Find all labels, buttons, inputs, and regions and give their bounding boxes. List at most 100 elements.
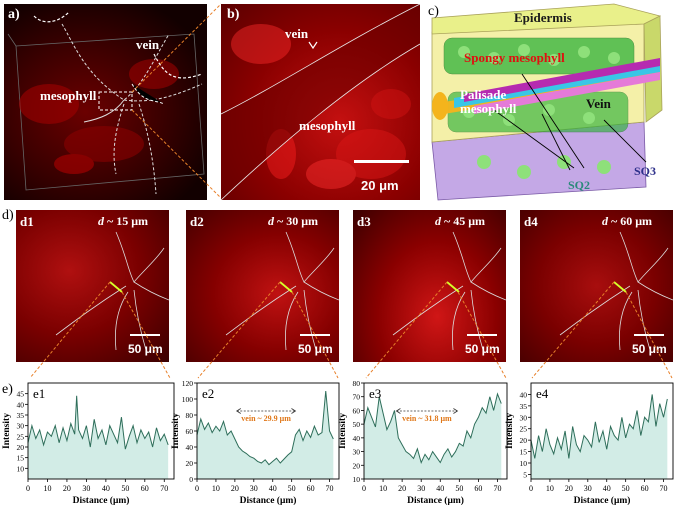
y-tick-label: 15	[520, 448, 528, 457]
chart-e3-arrow-right	[453, 408, 459, 414]
panel-c-schematic: c) Epidermis Spongy mesophyll Palisade m…	[424, 2, 673, 202]
chart-e2-arrow-left	[236, 408, 241, 414]
x-tick-label: 10	[546, 484, 554, 493]
y-tick-label: 5	[523, 470, 527, 479]
chart-e2-line	[196, 390, 334, 466]
panel-d2-image: d2 d ~ 30 μm 50 μm	[186, 210, 339, 362]
x-tick-label: 60	[141, 484, 149, 493]
chart-e2-area	[197, 391, 334, 479]
x-tick-label: 30	[82, 484, 90, 493]
chart-e1-frame	[27, 382, 175, 480]
y-tick-label: 45	[17, 390, 25, 399]
y-tick-label: 100	[182, 395, 194, 404]
chart-e3-xlabel: Distance (μm)	[407, 495, 464, 506]
chart-e3-area	[364, 393, 502, 479]
chart-e4-frame	[530, 382, 674, 480]
panel-d2-vein-outline	[225, 231, 339, 351]
panel-d1-image: d1 d ~ 15 μm 50 μm	[16, 210, 169, 362]
x-tick-label: 40	[102, 484, 110, 493]
y-tick-label: 10	[353, 475, 361, 484]
x-tick-label: 50	[288, 484, 296, 493]
depth-symbol: d	[435, 214, 444, 228]
y-tick-label: 40	[520, 390, 528, 399]
x-tick-label: 70	[160, 484, 168, 493]
spongy-mesophyll-label: Spongy mesophyll	[464, 50, 565, 65]
panel-d4-vein-outline	[559, 231, 673, 351]
y-tick-label: 60	[353, 406, 361, 415]
x-tick-label: 20	[565, 484, 573, 493]
x-tick-label: 70	[493, 484, 501, 493]
panel-a-label: a)	[8, 7, 20, 22]
panel-a-mesophyll-label: mesophyll	[40, 88, 97, 103]
chart-e4-line	[530, 394, 668, 459]
chart-e2-id: e2	[202, 386, 214, 401]
panel-d4-image: d4 d ~ 60 μm 50 μm	[520, 210, 673, 362]
depth-symbol: d	[602, 214, 611, 228]
y-tick-label: 30	[17, 422, 25, 431]
depth-value: ~ 60 μm	[611, 214, 653, 228]
chart-e2-xlabel: Distance (μm)	[240, 495, 297, 506]
y-tick-label: 15	[17, 454, 25, 463]
y-tick-label: 30	[520, 413, 528, 422]
panel-d1-vein-outline	[55, 231, 169, 351]
x-tick-label: 10	[43, 484, 51, 493]
panel-b-overlay	[221, 4, 420, 200]
panel-b-scale-bar	[354, 160, 409, 163]
panel-d3-vein-outline	[392, 231, 506, 351]
chart-e2-arrow-right	[291, 408, 297, 414]
chart-e3: 0 10 20 30 40 50 60 701020304050607080Distance …	[338, 379, 508, 506]
x-tick-label: 60	[474, 484, 482, 493]
panel-a-vein-label: vein	[136, 37, 160, 52]
panel-d2-scale-label: 50 μm	[298, 342, 333, 356]
panel-d3-depth: d ~ 45 μm	[435, 214, 485, 229]
x-tick-label: 60	[641, 484, 649, 493]
chart-e3-id: e3	[369, 386, 381, 401]
chart-e4-area	[531, 394, 668, 479]
chart-e4-xlabel: Distance (μm)	[574, 495, 631, 506]
y-tick-label: 50	[353, 420, 361, 429]
panel-b-mesophyll-label: mesophyll	[299, 118, 356, 133]
chart-e3-arrow-left	[395, 408, 401, 414]
y-tick-label: 40	[353, 434, 361, 443]
depth-symbol: d	[98, 214, 107, 228]
profile-line	[446, 281, 460, 293]
y-tick-label: 35	[17, 411, 25, 420]
panel-a-image: a) vein mesophyll	[4, 4, 207, 200]
chart-e1-ylabel: Intensity	[2, 413, 12, 449]
x-tick-label: 50	[121, 484, 129, 493]
x-tick-label: 0	[195, 484, 199, 493]
chart-e3-frame	[363, 382, 508, 480]
x-tick-label: 50	[622, 484, 630, 493]
row-e-label: e)	[2, 382, 13, 397]
x-tick-label: 40	[269, 484, 277, 493]
panel-d4-label: d4	[524, 214, 538, 229]
row-d-label: d)	[2, 208, 14, 223]
panel-d1-scale-label: 50 μm	[128, 342, 163, 356]
depth-symbol: d	[268, 214, 277, 228]
x-tick-label: 70	[326, 484, 334, 493]
x-tick-label: 10	[379, 484, 387, 493]
panel-a-overlay	[7, 11, 205, 195]
panel-b-vein-label: vein	[285, 26, 309, 41]
chart-e3-line	[363, 392, 502, 464]
y-tick-label: 20	[353, 461, 361, 470]
palisade-line2: mesophyll	[460, 101, 517, 116]
y-tick-label: 60	[186, 427, 194, 436]
y-tick-label: 70	[353, 393, 361, 402]
x-tick-label: 70	[660, 484, 668, 493]
panel-d1-depth: d ~ 15 μm	[98, 214, 148, 229]
chart-e1-xlabel: Distance (μm)	[73, 495, 130, 506]
panel-b-label: b)	[227, 7, 240, 22]
x-tick-label: 0	[26, 484, 30, 493]
chart-e1-id: e1	[33, 386, 45, 401]
x-tick-label: 20	[231, 484, 239, 493]
y-tick-label: 40	[17, 400, 25, 409]
x-tick-label: 60	[307, 484, 315, 493]
panel-b-image: b) vein mesophyll 20 μm	[221, 4, 420, 200]
panel-d2-scale-bar	[300, 334, 330, 336]
row-e-charts: 0 10 20 30 40 50 60 701015202530354045Distance …	[2, 379, 674, 506]
y-tick-label: 30	[353, 448, 361, 457]
x-tick-label: 30	[584, 484, 592, 493]
chart-e1: 0 10 20 30 40 50 60 701015202530354045Distance …	[2, 382, 175, 506]
